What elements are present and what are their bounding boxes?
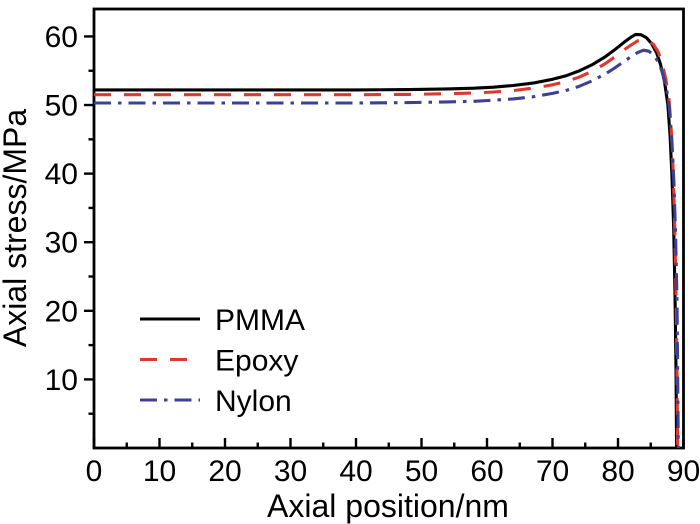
x-tick-label: 60 bbox=[470, 455, 503, 488]
y-tick-label: 30 bbox=[45, 227, 78, 260]
y-tick-label: 40 bbox=[45, 158, 78, 191]
x-tick-label: 70 bbox=[536, 455, 569, 488]
legend-label-epoxy: Epoxy bbox=[215, 345, 298, 378]
axis-tick-labels: 0 10 20 30 40 50 60 70 80 90 10 20 30 40 50 60 bbox=[45, 21, 700, 488]
x-tick-label: 30 bbox=[274, 455, 307, 488]
series-line-epoxy bbox=[94, 37, 680, 449]
legend: PMMA Epoxy Nylon bbox=[140, 304, 305, 418]
series-line-nylon bbox=[94, 48, 680, 449]
legend-item-epoxy: Epoxy bbox=[140, 345, 298, 378]
legend-item-pmma: PMMA bbox=[140, 304, 305, 337]
x-tick-label: 50 bbox=[405, 455, 438, 488]
frame-rect bbox=[92, 7, 685, 450]
legend-label-pmma: PMMA bbox=[215, 304, 305, 337]
x-tick-label: 40 bbox=[339, 455, 372, 488]
x-tick-label: 80 bbox=[601, 455, 634, 488]
y-tick-label: 60 bbox=[45, 21, 78, 54]
y-tick-label: 20 bbox=[45, 295, 78, 328]
legend-item-nylon: Nylon bbox=[140, 385, 292, 418]
x-tick-label: 90 bbox=[667, 455, 700, 488]
y-axis-title: Axial stress/MPa bbox=[0, 109, 33, 347]
axis-ticks bbox=[84, 35, 685, 448]
y-tick-label: 10 bbox=[45, 364, 78, 397]
series-lines bbox=[94, 32, 680, 449]
legend-label-nylon: Nylon bbox=[215, 385, 292, 418]
x-tick-label: 10 bbox=[143, 455, 176, 488]
series-line-pmma bbox=[94, 32, 679, 449]
y-tick-label: 50 bbox=[45, 90, 78, 123]
x-axis-title: Axial position/nm bbox=[267, 488, 509, 524]
x-tick-label: 20 bbox=[208, 455, 241, 488]
plot-frame bbox=[92, 7, 685, 450]
x-tick-label: 0 bbox=[86, 455, 103, 488]
